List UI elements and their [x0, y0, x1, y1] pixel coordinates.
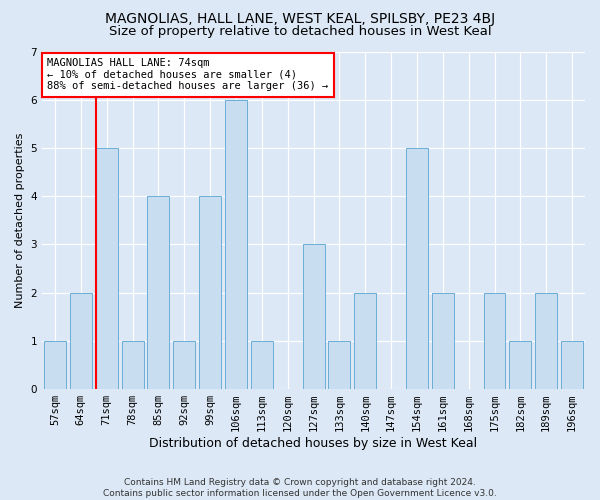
Bar: [44, 341, 66, 389]
Bar: [70, 292, 92, 389]
Text: Contains HM Land Registry data © Crown copyright and database right 2024.
Contai: Contains HM Land Registry data © Crown c…: [103, 478, 497, 498]
Bar: [225, 100, 247, 389]
Bar: [484, 292, 505, 389]
Bar: [509, 341, 532, 389]
Bar: [148, 196, 169, 389]
Bar: [173, 341, 195, 389]
Text: Size of property relative to detached houses in West Keal: Size of property relative to detached ho…: [109, 25, 491, 38]
Bar: [302, 244, 325, 389]
Bar: [328, 341, 350, 389]
Bar: [406, 148, 428, 389]
Bar: [95, 148, 118, 389]
Bar: [251, 341, 273, 389]
Bar: [432, 292, 454, 389]
X-axis label: Distribution of detached houses by size in West Keal: Distribution of detached houses by size …: [149, 437, 478, 450]
Text: MAGNOLIAS HALL LANE: 74sqm
← 10% of detached houses are smaller (4)
88% of semi-: MAGNOLIAS HALL LANE: 74sqm ← 10% of deta…: [47, 58, 329, 92]
Bar: [535, 292, 557, 389]
Text: MAGNOLIAS, HALL LANE, WEST KEAL, SPILSBY, PE23 4BJ: MAGNOLIAS, HALL LANE, WEST KEAL, SPILSBY…: [105, 12, 495, 26]
Bar: [199, 196, 221, 389]
Bar: [561, 341, 583, 389]
Y-axis label: Number of detached properties: Number of detached properties: [15, 132, 25, 308]
Bar: [354, 292, 376, 389]
Bar: [122, 341, 143, 389]
